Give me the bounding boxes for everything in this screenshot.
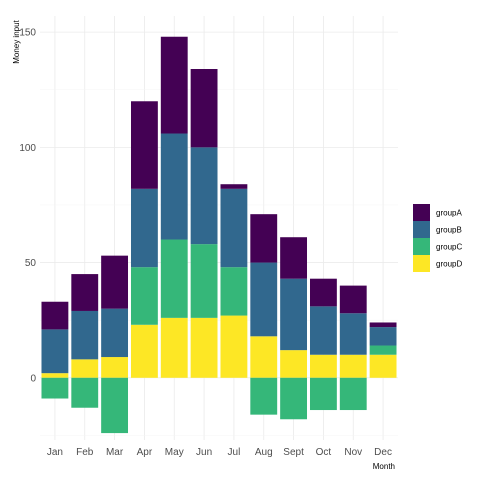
bar-groupC-may <box>160 239 188 318</box>
legend-key-groupB <box>413 221 430 238</box>
bar-groupC-jan <box>41 377 69 399</box>
x-tick-label: Aug <box>255 447 273 458</box>
x-tick-label: Jan <box>47 447 63 458</box>
bar-groupC-apr <box>130 267 158 325</box>
legend-key-groupD <box>413 255 430 272</box>
bar-groupA-feb <box>71 274 99 311</box>
bar-groupC-jul <box>220 267 248 316</box>
bar-groupC-mar <box>101 377 129 434</box>
legend-label-groupC: groupC <box>436 243 462 252</box>
legend-key-groupC <box>413 238 430 255</box>
x-tick-label: Jul <box>228 447 241 458</box>
y-axis-tick-labels: 0 50 100 150 <box>19 28 36 385</box>
bar-groupA-dec <box>369 322 397 328</box>
bar-groupC-jun <box>190 244 218 318</box>
bar-groupD-jan <box>41 373 69 378</box>
bar-groupD-nov <box>339 354 367 378</box>
bar-groupB-jun <box>190 147 218 245</box>
x-tick-label: Jun <box>196 447 212 458</box>
bar-groupD-aug <box>250 336 278 378</box>
bar-groupB-aug <box>250 262 278 337</box>
x-tick-label: Sept <box>283 447 304 458</box>
bar-groupB-dec <box>369 327 397 346</box>
bar-groupB-may <box>160 133 188 240</box>
bar-groupD-feb <box>71 359 99 378</box>
x-tick-label: May <box>165 447 184 458</box>
bar-groupD-jun <box>190 317 218 378</box>
bar-groupB-mar <box>101 308 129 358</box>
bar-groupA-oct <box>309 278 337 307</box>
bar-groupB-feb <box>71 310 99 360</box>
bar-groupD-may <box>160 317 188 378</box>
legend-label-groupB: groupB <box>436 226 462 235</box>
y-axis-title: Money input <box>12 19 21 63</box>
bar-groupC-oct <box>309 377 337 411</box>
legend: groupA groupB groupC groupD <box>413 204 462 272</box>
legend-key-groupA <box>413 204 430 221</box>
x-tick-label: Feb <box>76 447 94 458</box>
y-tick-label: 0 <box>30 373 36 384</box>
x-tick-label: Dec <box>374 447 392 458</box>
bar-groupA-apr <box>130 101 158 189</box>
y-tick-label: 100 <box>19 143 36 154</box>
x-tick-label: Oct <box>316 447 332 458</box>
bar-groupB-jul <box>220 188 248 268</box>
bar-groupB-nov <box>339 313 367 355</box>
bar-groupA-sept <box>280 237 308 279</box>
bar-groupC-dec <box>369 345 397 355</box>
bar-groupD-mar <box>101 357 129 378</box>
x-tick-label: Mar <box>106 447 124 458</box>
bar-groupD-sept <box>280 350 308 378</box>
bar-groupC-aug <box>250 377 278 415</box>
bar-groupC-sept <box>280 377 308 420</box>
bar-groupA-nov <box>339 285 367 314</box>
bar-groupA-mar <box>101 255 129 309</box>
bar-groupD-oct <box>309 354 337 378</box>
bar-groupA-jun <box>190 69 218 148</box>
bar-groupA-aug <box>250 214 278 263</box>
x-axis-tick-labels: Jan Feb Mar Apr May Jun Jul Aug Sept Oct Nov Dec <box>47 447 392 458</box>
bar-groupD-jul <box>220 315 248 378</box>
bar-groupB-jan <box>41 329 69 374</box>
bars <box>41 36 397 434</box>
bar-groupB-oct <box>309 306 337 355</box>
y-tick-label: 50 <box>25 258 37 269</box>
x-tick-label: Nov <box>344 447 362 458</box>
bar-groupB-apr <box>130 188 158 268</box>
legend-label-groupD: groupD <box>436 260 462 269</box>
bar-groupC-nov <box>339 377 367 411</box>
bar-groupB-sept <box>280 278 308 351</box>
bar-groupA-jul <box>220 184 248 189</box>
bar-groupC-feb <box>71 377 99 408</box>
bar-groupA-may <box>160 36 188 134</box>
bar-groupD-dec <box>369 354 397 378</box>
x-tick-label: Apr <box>137 447 153 458</box>
legend-label-groupA: groupA <box>436 209 462 218</box>
bar-groupA-jan <box>41 301 69 330</box>
y-tick-label: 150 <box>19 28 36 39</box>
x-axis-title: Month <box>373 462 395 471</box>
bar-groupD-apr <box>130 324 158 378</box>
